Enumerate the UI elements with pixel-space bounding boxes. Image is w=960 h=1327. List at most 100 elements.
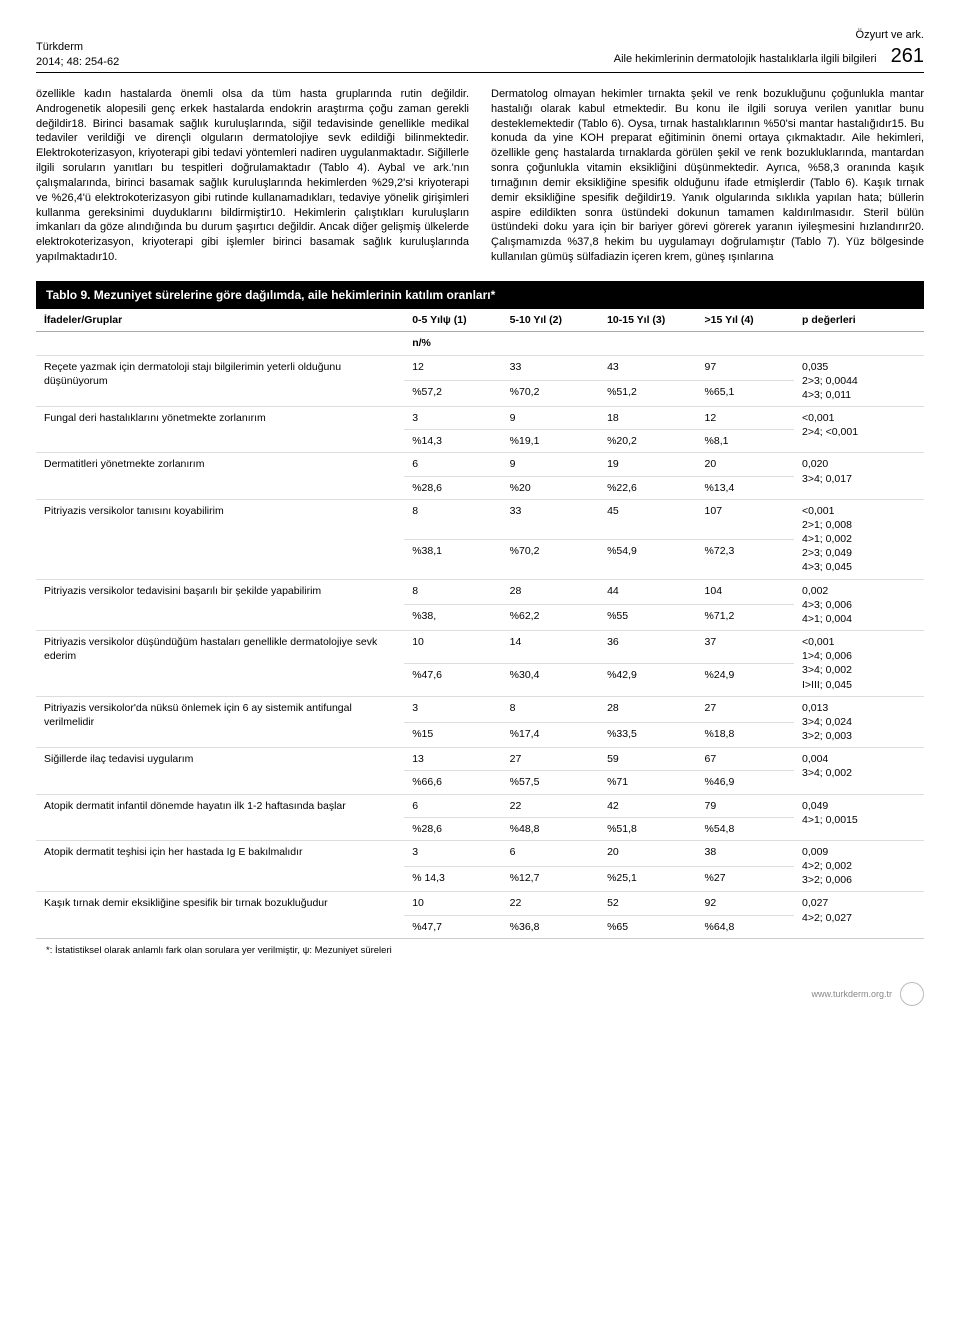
table-subheader-row: n/% — [36, 332, 924, 355]
body-columns: özellikle kadın hastalarda önemli olsa d… — [36, 87, 924, 265]
value-cell: 33 — [502, 355, 599, 381]
table-row: Pitriyazis versikolor düşündüğüm hastala… — [36, 631, 924, 664]
value-cell: 10 — [404, 892, 501, 915]
value-cell: 14 — [502, 631, 599, 664]
value-cell: 13 — [404, 748, 501, 771]
statement-cell: Reçete yazmak için dermatoloji stajı bil… — [36, 355, 404, 407]
statement-cell: Pitriyazis versikolor'da nüksü önlemek i… — [36, 696, 404, 748]
percent-cell: %22,6 — [599, 476, 696, 499]
value-cell: 44 — [599, 579, 696, 605]
value-cell: 18 — [599, 407, 696, 430]
col-header: p değerleri — [794, 309, 924, 332]
value-cell: 19 — [599, 453, 696, 476]
running-title: Aile hekimlerinin dermatolojik hastalıkl… — [614, 52, 877, 67]
table-row: Pitriyazis versikolor'da nüksü önlemek i… — [36, 696, 924, 722]
value-cell: 8 — [502, 696, 599, 722]
value-cell: 38 — [697, 840, 794, 866]
table-row: Siğillerde ilaç tedavisi uygularım132759… — [36, 748, 924, 771]
table-row: Reçete yazmak için dermatoloji stajı bil… — [36, 355, 924, 381]
p-value-cell: 0,020 3>4; 0,017 — [794, 453, 924, 499]
statement-cell: Siğillerde ilaç tedavisi uygularım — [36, 748, 404, 794]
value-cell: 43 — [599, 355, 696, 381]
col-header: 5-10 Yıl (2) — [502, 309, 599, 332]
percent-cell: %20 — [502, 476, 599, 499]
statement-cell: Atopik dermatit teşhisi için her hastada… — [36, 840, 404, 892]
col-header: 10-15 Yıl (3) — [599, 309, 696, 332]
page-number: 261 — [891, 43, 924, 70]
p-value-cell: <0,001 2>1; 0,008 4>1; 0,002 2>3; 0,049 … — [794, 499, 924, 579]
percent-cell: %38,1 — [404, 539, 501, 579]
logo-icon — [900, 982, 924, 1006]
percent-cell: %17,4 — [502, 722, 599, 748]
value-cell: 9 — [502, 407, 599, 430]
value-cell: 28 — [599, 696, 696, 722]
body-left-column: özellikle kadın hastalarda önemli olsa d… — [36, 87, 469, 265]
percent-cell: %57,5 — [502, 771, 599, 794]
value-cell: 8 — [404, 499, 501, 539]
percent-cell: %38, — [404, 605, 501, 631]
percent-cell: %71 — [599, 771, 696, 794]
p-value-cell: 0,049 4>1; 0,0015 — [794, 794, 924, 840]
p-value-cell: 0,002 4>3; 0,006 4>1; 0,004 — [794, 579, 924, 631]
journal-name: Türkderm — [36, 40, 119, 55]
table-title: Tablo 9. Mezuniyet sürelerine göre dağıl… — [36, 281, 924, 309]
table-row: Atopik dermatit infantil dönemde hayatın… — [36, 794, 924, 817]
value-cell: 36 — [599, 631, 696, 664]
percent-cell: %57,2 — [404, 381, 501, 407]
subheader-label: n/% — [404, 332, 501, 355]
running-header: Türkderm 2014; 48: 254-62 Özyurt ve ark.… — [36, 28, 924, 73]
percent-cell: %62,2 — [502, 605, 599, 631]
p-value-cell: 0,009 4>2; 0,002 3>2; 0,006 — [794, 840, 924, 892]
percent-cell: %51,8 — [599, 817, 696, 840]
value-cell: 28 — [502, 579, 599, 605]
table-footnote: *: İstatistiksel olarak anlamlı fark ola… — [36, 938, 924, 964]
p-value-cell: <0,001 2>4; <0,001 — [794, 407, 924, 453]
statement-cell: Atopik dermatit infantil dönemde hayatın… — [36, 794, 404, 840]
percent-cell: %54,8 — [697, 817, 794, 840]
percent-cell: %28,6 — [404, 817, 501, 840]
table-row: Atopik dermatit teşhisi için her hastada… — [36, 840, 924, 866]
table-row: Fungal deri hastalıklarını yönetmekte zo… — [36, 407, 924, 430]
statement-cell: Pitriyazis versikolor tanısını koyabilir… — [36, 499, 404, 579]
value-cell: 3 — [404, 407, 501, 430]
value-cell: 27 — [697, 696, 794, 722]
percent-cell: %72,3 — [697, 539, 794, 579]
percent-cell: %66,6 — [404, 771, 501, 794]
header-left: Türkderm 2014; 48: 254-62 — [36, 40, 119, 70]
value-cell: 6 — [502, 840, 599, 866]
table-row: Pitriyazis versikolor tedavisini başarıl… — [36, 579, 924, 605]
value-cell: 79 — [697, 794, 794, 817]
percent-cell: %25,1 — [599, 866, 696, 892]
statement-cell: Pitriyazis versikolor tedavisini başarıl… — [36, 579, 404, 631]
value-cell: 42 — [599, 794, 696, 817]
value-cell: 52 — [599, 892, 696, 915]
value-cell: 59 — [599, 748, 696, 771]
value-cell: 20 — [599, 840, 696, 866]
p-value-cell: 0,027 4>2; 0,027 — [794, 892, 924, 938]
authors: Özyurt ve ark. — [614, 28, 924, 43]
data-table: İfadeler/Gruplar 0-5 Yılψ (1) 5-10 Yıl (… — [36, 309, 924, 938]
value-cell: 22 — [502, 794, 599, 817]
page-footer: www.turkderm.org.tr — [36, 982, 924, 1006]
percent-cell: %27 — [697, 866, 794, 892]
value-cell: 104 — [697, 579, 794, 605]
percent-cell: %48,8 — [502, 817, 599, 840]
percent-cell: %65,1 — [697, 381, 794, 407]
percent-cell: %47,6 — [404, 663, 501, 696]
percent-cell: %24,9 — [697, 663, 794, 696]
percent-cell: %70,2 — [502, 381, 599, 407]
percent-cell: %30,4 — [502, 663, 599, 696]
value-cell: 6 — [404, 453, 501, 476]
percent-cell: %20,2 — [599, 430, 696, 453]
table-header-row: İfadeler/Gruplar 0-5 Yılψ (1) 5-10 Yıl (… — [36, 309, 924, 332]
percent-cell: %13,4 — [697, 476, 794, 499]
statement-cell: Fungal deri hastalıklarını yönetmekte zo… — [36, 407, 404, 453]
col-header: 0-5 Yılψ (1) — [404, 309, 501, 332]
value-cell: 3 — [404, 696, 501, 722]
value-cell: 27 — [502, 748, 599, 771]
p-value-cell: 0,013 3>4; 0,024 3>2; 0,003 — [794, 696, 924, 748]
percent-cell: %18,8 — [697, 722, 794, 748]
percent-cell: %71,2 — [697, 605, 794, 631]
issue-info: 2014; 48: 254-62 — [36, 55, 119, 70]
col-header: >15 Yıl (4) — [697, 309, 794, 332]
